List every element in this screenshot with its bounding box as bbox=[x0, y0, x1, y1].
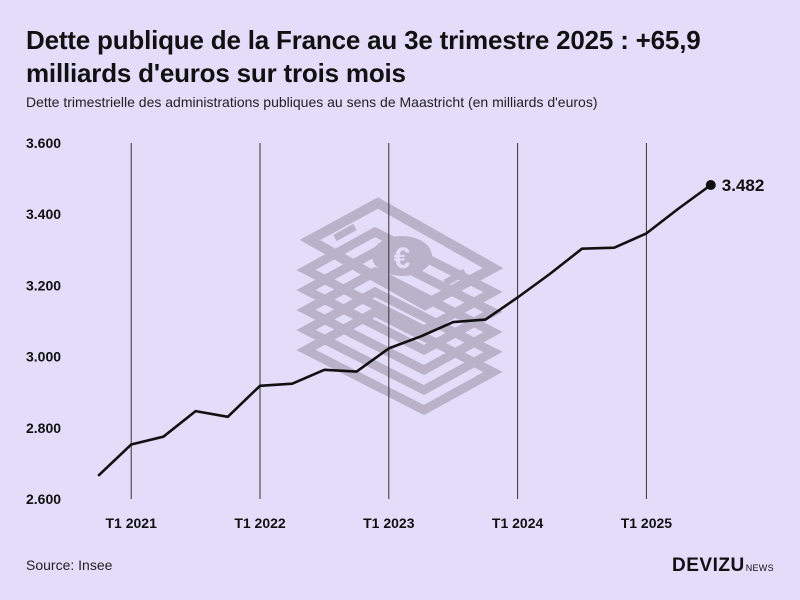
y-tick-label: 2.800 bbox=[26, 420, 61, 436]
data-point-6 bbox=[290, 382, 294, 386]
svg-text:€: € bbox=[394, 242, 411, 275]
source-note: Source: Insee bbox=[26, 557, 113, 573]
data-point-15 bbox=[580, 247, 584, 251]
data-point-0 bbox=[97, 473, 101, 477]
brand-suffix: NEWS bbox=[745, 563, 774, 573]
y-tick-label: 3.200 bbox=[26, 277, 61, 293]
data-point-2 bbox=[161, 435, 165, 439]
x-tick-label: T1 2023 bbox=[363, 515, 415, 531]
x-tick-label: T1 2024 bbox=[492, 515, 544, 531]
series-line bbox=[97, 183, 713, 477]
data-point-8 bbox=[355, 370, 359, 374]
data-point-3 bbox=[194, 409, 198, 413]
y-tick-label: 2.600 bbox=[26, 491, 61, 507]
last-value-label: 3.482 bbox=[722, 176, 765, 195]
chart-subtitle: Dette trimestrielle des administrations … bbox=[26, 94, 598, 110]
data-point-13 bbox=[516, 296, 520, 300]
data-point-5 bbox=[258, 384, 262, 388]
y-tick-label: 3.000 bbox=[26, 349, 61, 365]
data-point-17 bbox=[644, 231, 648, 235]
x-tick-label: T1 2025 bbox=[621, 515, 673, 531]
x-tick-label: T1 2021 bbox=[106, 515, 158, 531]
data-point-10 bbox=[419, 334, 423, 338]
brand-logo: DEVIZUNEWS bbox=[672, 555, 774, 577]
data-point-16 bbox=[612, 246, 616, 250]
data-point-14 bbox=[548, 272, 552, 276]
data-point-7 bbox=[322, 368, 326, 372]
x-tick-label: T1 2022 bbox=[234, 515, 286, 531]
y-tick-label: 3.600 bbox=[26, 135, 61, 151]
data-point-1 bbox=[129, 443, 133, 447]
data-point-11 bbox=[451, 320, 455, 324]
data-point-12 bbox=[483, 318, 487, 322]
last-point-marker bbox=[705, 180, 716, 191]
data-point-9 bbox=[387, 346, 391, 350]
chart-title: Dette publique de la France au 3e trimes… bbox=[26, 25, 701, 88]
euro-banknote-stack-icon: € bbox=[296, 197, 504, 416]
y-tick-label: 3.400 bbox=[26, 206, 61, 222]
data-point-4 bbox=[226, 415, 230, 419]
brand-name: DEVIZU bbox=[672, 555, 745, 576]
data-point-18 bbox=[677, 207, 681, 211]
